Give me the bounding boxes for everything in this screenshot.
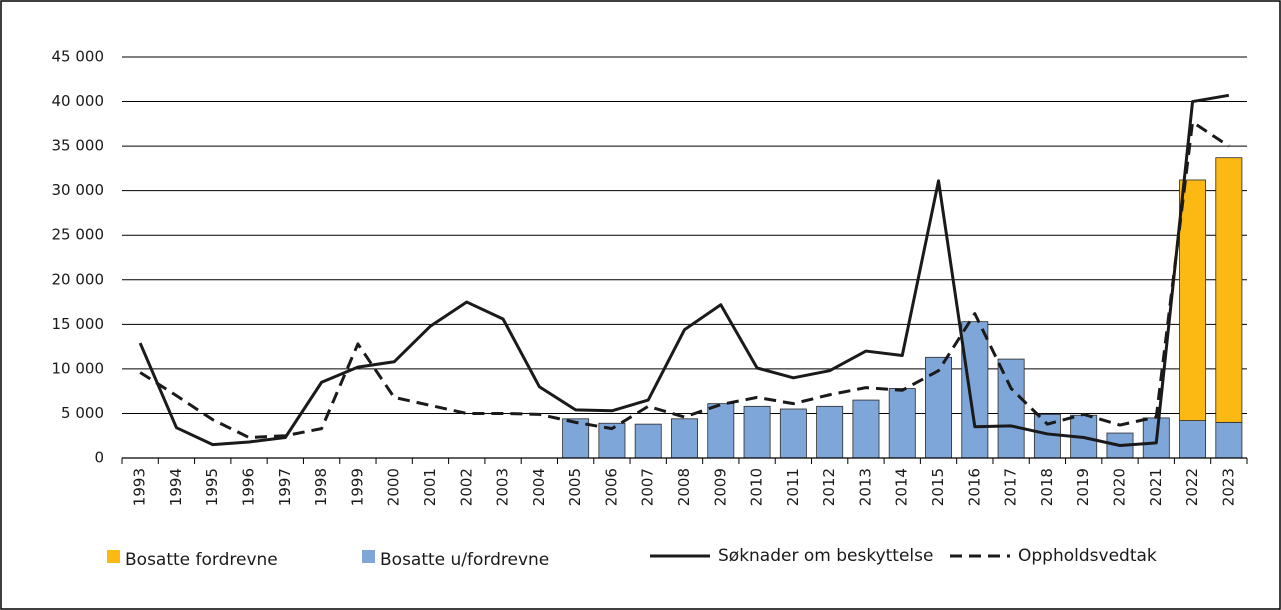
x-tick-label: 2007 (639, 468, 657, 506)
legend-label: Bosatte fordrevne (125, 550, 278, 570)
bar (961, 321, 989, 459)
x-tick-label: 2017 (1002, 468, 1020, 506)
legend-label: Bosatte u/fordrevne (380, 550, 549, 570)
y-tick-label: 25 000 (52, 226, 105, 244)
bar (997, 358, 1025, 459)
x-tick-label: 2004 (530, 468, 548, 506)
x-tick-label: 2008 (675, 468, 693, 506)
y-tick-label: 15 000 (52, 315, 105, 333)
x-tick-label: 2013 (856, 468, 874, 506)
y-tick-label: 30 000 (52, 181, 105, 199)
y-tick-label: 40 000 (52, 92, 105, 110)
line (139, 120, 1230, 440)
bar (562, 418, 590, 459)
x-tick-label: 2012 (820, 468, 838, 506)
x-tick-label: 1995 (203, 468, 221, 506)
x-tick-label: 2002 (457, 468, 475, 506)
x-tick-label: 2022 (1183, 468, 1201, 506)
bar (743, 405, 771, 459)
x-tick-label: 2003 (494, 468, 512, 506)
legend-swatch (362, 550, 375, 563)
x-tick-label: 2019 (1074, 468, 1092, 506)
bar (816, 405, 844, 459)
x-tick-label: 1999 (348, 468, 366, 506)
x-tick-label: 2023 (1219, 468, 1237, 506)
x-tick-label: 2000 (385, 468, 403, 506)
bar (707, 403, 735, 459)
x-tick-label: 2009 (711, 468, 729, 506)
legend-label: Søknader om beskyttelse (718, 546, 933, 566)
y-tick-label: 10 000 (52, 359, 105, 377)
x-tick-label: 1998 (312, 468, 330, 506)
y-tick-label: 0 (94, 449, 104, 467)
bar (779, 408, 807, 459)
x-tick-label: 1997 (276, 468, 294, 506)
y-tick-label: 20 000 (52, 270, 105, 288)
legend-label: Oppholdsvedtak (1018, 546, 1157, 566)
bar (634, 423, 662, 459)
x-tick-label: 2006 (602, 468, 620, 506)
line (138, 93, 1230, 448)
x-tick-label: 2001 (421, 468, 439, 506)
x-tick-label: 1993 (131, 468, 149, 506)
bar (1179, 420, 1207, 459)
x-tick-label: 2020 (1110, 468, 1128, 506)
bar (925, 356, 952, 459)
x-tick-label: 2016 (965, 468, 983, 506)
bar (671, 418, 698, 459)
y-tick-label: 35 000 (52, 137, 105, 155)
x-tick-label: 2005 (566, 468, 584, 506)
bar (888, 388, 916, 459)
x-tick-label: 2014 (893, 468, 911, 506)
bar (1215, 157, 1243, 423)
y-tick-label: 45 000 (52, 48, 105, 66)
x-tick-label: 2015 (929, 468, 947, 506)
x-tick-label: 2011 (784, 468, 802, 506)
bar (1179, 179, 1207, 421)
legend-swatch (107, 550, 120, 563)
y-tick-label: 5 000 (61, 404, 104, 422)
bar (852, 399, 880, 459)
bar (1215, 421, 1243, 459)
x-tick-label: 2010 (748, 468, 766, 506)
x-tick-label: 1994 (167, 468, 185, 506)
x-tick-label: 2021 (1147, 468, 1165, 506)
x-tick-label: 1996 (240, 468, 258, 506)
x-tick-label: 2018 (1038, 468, 1056, 506)
